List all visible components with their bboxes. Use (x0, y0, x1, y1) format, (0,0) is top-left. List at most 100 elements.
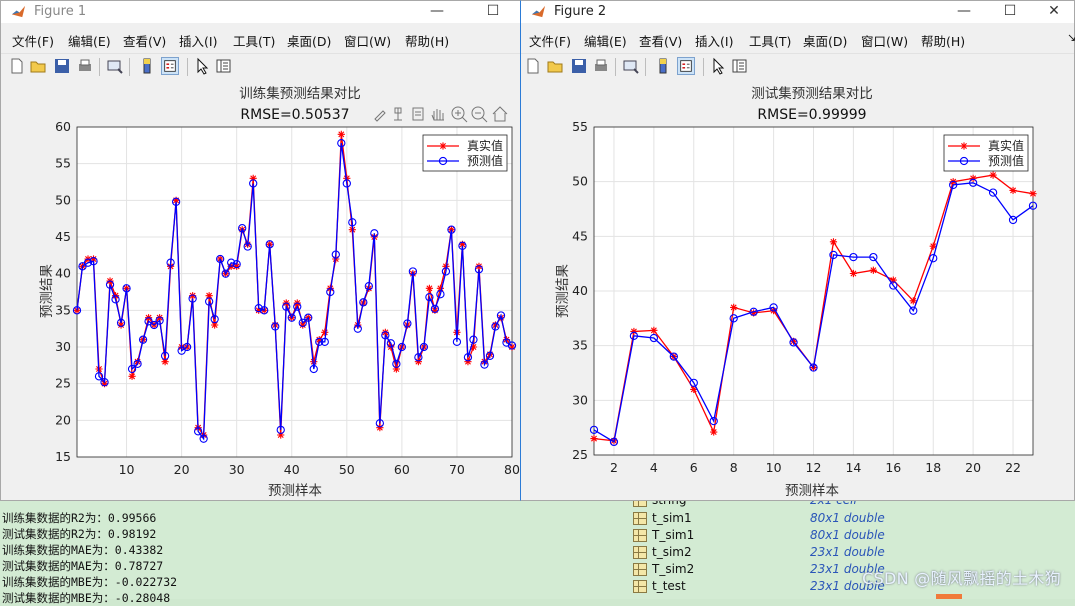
figure-1-window: Figure 1 — ☐ 文件(F) 编辑(E) 查看(V) 插入(I) 工具(… (0, 0, 526, 501)
data-point-predicted (480, 360, 489, 369)
workspace-row[interactable]: t_sim2 23x1 double (625, 544, 1075, 561)
data-point-true (337, 130, 345, 138)
data-point-true (508, 343, 516, 351)
x-tick-label: 16 (885, 460, 901, 475)
data-point-predicted (1008, 215, 1018, 225)
data-point-true (690, 385, 698, 393)
legend-marker (438, 156, 448, 166)
legend-box (943, 134, 1029, 172)
command-window[interactable]: 训练集数据的R2为：0.99566 测试集数据的R2为：0.98192 训练集数… (0, 500, 625, 605)
y-tick-label: 50 (572, 174, 588, 189)
workspace-row[interactable]: T_sim2 23x1 double (625, 561, 1075, 578)
matlab-icon (531, 5, 546, 18)
y-axis-label: 预测结果 (39, 264, 55, 318)
menu-overflow-arrow[interactable]: ↘ (1067, 31, 1075, 44)
axes-toolbar (374, 106, 508, 123)
data-point-predicted (133, 359, 142, 369)
data-point-true (1029, 190, 1037, 198)
menu-tools[interactable]: 工具(T) (233, 34, 276, 49)
minimize-button[interactable]: — (430, 3, 444, 19)
datatip-icon[interactable] (394, 107, 402, 121)
maximize-button[interactable]: ☐ (486, 3, 500, 19)
menu-window[interactable]: 窗口(W) (344, 34, 392, 49)
open-folder-icon[interactable] (546, 57, 564, 75)
menu-edit[interactable]: 编辑(E) (584, 34, 627, 49)
colorbar-icon[interactable] (654, 57, 672, 75)
menu-view[interactable]: 查看(V) (639, 34, 683, 49)
variable-value: 80x1 double (810, 528, 885, 542)
save-icon[interactable] (570, 57, 588, 75)
data-point-predicted (276, 425, 285, 435)
data-point-predicted (968, 178, 978, 187)
home-icon[interactable] (492, 106, 508, 122)
data-point-predicted (260, 306, 269, 315)
data-point-predicted (331, 250, 340, 259)
data-point-predicted (629, 331, 639, 340)
data-point-predicted (210, 314, 219, 324)
menu-desktop[interactable]: 桌面(D) (287, 34, 332, 49)
y-tick-label: 20 (55, 412, 71, 427)
data-point-predicted (474, 265, 484, 274)
data-point-true (343, 174, 351, 182)
menu-desktop[interactable]: 桌面(D) (803, 34, 848, 49)
brush-icon[interactable] (374, 110, 386, 122)
menu-file[interactable]: 文件(F) (12, 34, 54, 49)
test-chart[interactable]: 测试集预测结果对比 RMSE=0.99999 预测样本 预测结果 25 30 35 4… (521, 81, 1074, 500)
menu-window[interactable]: 窗口(W) (861, 34, 909, 49)
pointer-icon[interactable] (709, 57, 727, 75)
zoom-out-icon[interactable] (471, 106, 488, 123)
pointer-icon[interactable] (193, 57, 211, 75)
data-point-predicted (193, 427, 203, 436)
training-chart[interactable]: 训练集预测结果对比 RMSE=0.50537 预测样本 预测结果 15 20 25 3… (1, 81, 525, 500)
workspace-row[interactable]: T_sim1 80x1 double (625, 527, 1075, 544)
data-point-predicted (909, 306, 918, 315)
export-icon[interactable] (412, 107, 424, 121)
figure-toolbar (521, 53, 1074, 80)
menu-view[interactable]: 查看(V) (123, 34, 167, 49)
title-bar[interactable]: Figure 1 — ☐ (1, 1, 525, 23)
data-point-predicted (205, 297, 214, 306)
data-point-true (233, 262, 241, 270)
toolbar-separator (129, 58, 130, 76)
minimize-button[interactable]: — (957, 3, 971, 19)
legend-icon[interactable] (161, 57, 179, 75)
legend-marker (439, 142, 447, 150)
data-point-true (442, 262, 450, 270)
console-line: 测试集数据的MAE为：0.78727 (2, 559, 164, 573)
menu-bar: 文件(F) 编辑(E) 查看(V) 插入(I) 工具(T) 桌面(D) 窗口(W… (521, 27, 1075, 51)
menu-help[interactable]: 帮助(H) (921, 34, 966, 49)
legend-icon[interactable] (677, 57, 695, 75)
data-point-true (849, 269, 858, 278)
menu-edit[interactable]: 编辑(E) (68, 34, 111, 49)
property-editor-icon[interactable] (730, 57, 748, 75)
pan-hand-icon[interactable] (431, 109, 444, 121)
close-button[interactable]: ✕ (1048, 3, 1060, 19)
menu-help[interactable]: 帮助(H) (405, 34, 450, 49)
link-figure-icon[interactable] (106, 57, 124, 75)
new-figure-icon[interactable] (524, 57, 542, 75)
new-figure-icon[interactable] (8, 57, 26, 75)
menu-insert[interactable]: 插入(I) (695, 34, 734, 49)
workspace-row[interactable]: t_test 23x1 double (625, 578, 1075, 595)
data-point-true (469, 343, 478, 351)
print-icon[interactable] (592, 57, 610, 75)
data-point-true (189, 292, 197, 300)
workspace-row[interactable]: t_sim1 80x1 double (625, 510, 1075, 527)
data-point-predicted (749, 307, 758, 316)
menu-tools[interactable]: 工具(T) (749, 34, 792, 49)
menu-insert[interactable]: 插入(I) (179, 34, 218, 49)
x-tick-label: 20 (174, 462, 190, 477)
data-point-true (869, 266, 877, 274)
link-figure-icon[interactable] (622, 57, 640, 75)
maximize-button[interactable]: ☐ (1003, 3, 1017, 19)
y-tick-label: 45 (55, 229, 71, 244)
property-editor-icon[interactable] (214, 57, 232, 75)
title-bar[interactable]: Figure 2 — ☐ ✕ (521, 1, 1074, 23)
open-folder-icon[interactable] (29, 57, 47, 75)
zoom-in-icon[interactable] (451, 106, 468, 123)
menu-file[interactable]: 文件(F) (529, 34, 571, 49)
save-icon[interactable] (53, 57, 71, 75)
colorbar-icon[interactable] (138, 57, 156, 75)
data-point-true (436, 284, 445, 292)
print-icon[interactable] (76, 57, 94, 75)
